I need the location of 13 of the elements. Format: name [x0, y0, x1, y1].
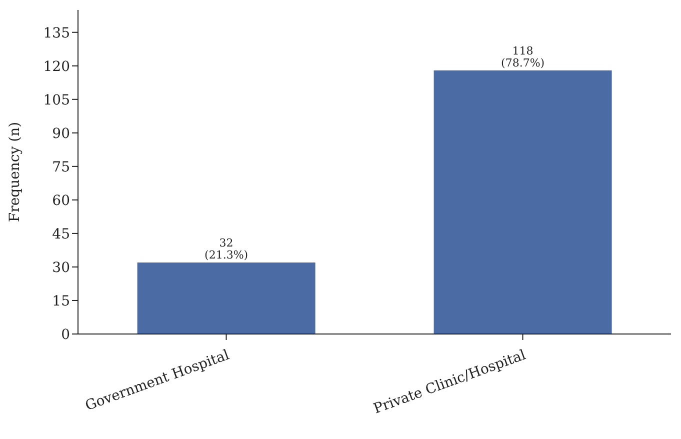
y-tick-label: 75 [52, 159, 70, 176]
data-label: 32 (21.3%) [204, 236, 248, 262]
y-axis-title: Frequency (n) [6, 122, 23, 222]
y-tick-label: 105 [43, 92, 70, 108]
y-tick-label: 0 [61, 326, 70, 343]
y-tick-label: 120 [43, 58, 70, 75]
y-tick-label: 15 [52, 293, 70, 310]
y-tick-label: 45 [52, 226, 70, 242]
data-label: 118 (78.7%) [501, 44, 545, 70]
y-tick-label: 60 [52, 192, 70, 209]
y-tick-label: 90 [52, 126, 70, 142]
y-tick-label: 135 [43, 25, 70, 42]
y-tick-label: 30 [52, 260, 70, 276]
